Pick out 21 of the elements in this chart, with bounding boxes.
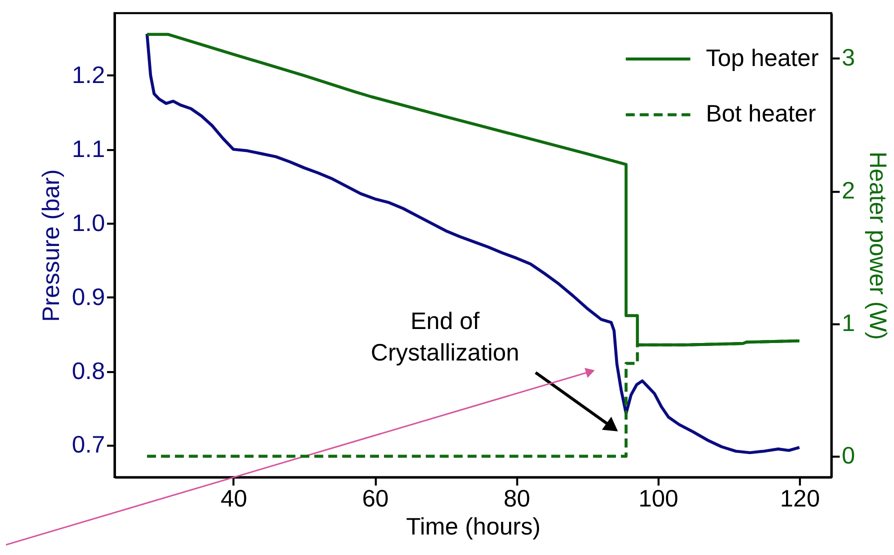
y2-tick-label: 0 — [842, 442, 856, 470]
x-tick-label: 60 — [362, 485, 389, 512]
legend-label: Bot heater — [706, 100, 816, 128]
x-tick-label: 100 — [638, 485, 678, 512]
y-tick-label: 0.7 — [72, 432, 106, 459]
y2-tick-label: 3 — [842, 44, 856, 72]
y-tick-label: 0.9 — [72, 284, 106, 311]
y2-tick-label: 1 — [842, 310, 856, 338]
legend-label: Top heater — [706, 44, 819, 72]
x-axis-title: Time (hours) — [406, 513, 541, 540]
y-tick-label: 1.0 — [72, 210, 106, 237]
y2-axis-title: Heater power (W) — [864, 151, 891, 340]
x-tick-label: 120 — [780, 485, 820, 512]
y2-tick-label: 2 — [842, 177, 856, 204]
x-tick-label: 40 — [220, 485, 248, 512]
x-tick-label: 80 — [504, 485, 530, 512]
annotation: End of Crystallization — [370, 308, 520, 367]
y-tick-label: 0.8 — [72, 358, 106, 385]
y-tick-label: 1.2 — [72, 62, 106, 89]
y-axis-title: Pressure (bar) — [38, 169, 65, 322]
y-tick-label: 1.1 — [72, 136, 106, 163]
